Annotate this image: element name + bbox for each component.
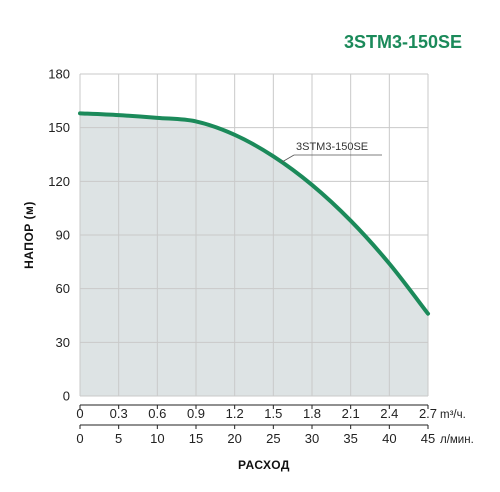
x-tick-label-secondary: 5 (115, 431, 122, 446)
x-tick-label-secondary: 0 (76, 431, 83, 446)
y-tick-label: 60 (56, 281, 70, 296)
y-axis-title: НАПОР (м) (22, 201, 36, 269)
x-tick-label-primary: 0 (76, 406, 83, 421)
x-tick-label-primary: 1.2 (226, 406, 244, 421)
x-tick-label-primary: 1.8 (303, 406, 321, 421)
y-tick-label: 0 (63, 389, 70, 404)
y-tick-label: 90 (56, 228, 70, 243)
series-label: 3STM3-150SE (296, 141, 368, 153)
y-tick-label: 30 (56, 335, 70, 350)
x-tick-label-secondary: 45 (421, 431, 435, 446)
x-tick-label-secondary: 10 (150, 431, 164, 446)
y-tick-label: 180 (48, 67, 70, 82)
x-tick-label-primary: 2.4 (380, 406, 398, 421)
x-tick-label-primary: 1.5 (264, 406, 282, 421)
x-tick-label-secondary: 25 (266, 431, 280, 446)
series-label-leader (281, 154, 295, 163)
chart-title: 3STM3-150SE (343, 32, 462, 52)
x-tick-label-secondary: 40 (382, 431, 396, 446)
x-axis-title: РАСХОД (238, 458, 290, 472)
x-axis-unit-primary: m³/ч. (440, 409, 466, 421)
x-tick-label-secondary: 20 (227, 431, 241, 446)
x-tick-label-primary: 2.7 (419, 406, 437, 421)
x-axis-unit-secondary: л/мин. (440, 434, 474, 446)
series-line (78, 111, 430, 316)
y-tick-label: 120 (48, 174, 70, 189)
series-area (80, 113, 428, 396)
x-tick-label-secondary: 30 (305, 431, 319, 446)
x-tick-label-primary: 0.6 (148, 406, 166, 421)
x-tick-label-primary: 0.3 (110, 406, 128, 421)
x-tick-label-primary: 0.9 (187, 406, 205, 421)
x-tick-label-secondary: 35 (343, 431, 357, 446)
x-tick-label-secondary: 15 (189, 431, 203, 446)
x-tick-label-primary: 2.1 (342, 406, 360, 421)
y-tick-label: 150 (48, 120, 70, 135)
